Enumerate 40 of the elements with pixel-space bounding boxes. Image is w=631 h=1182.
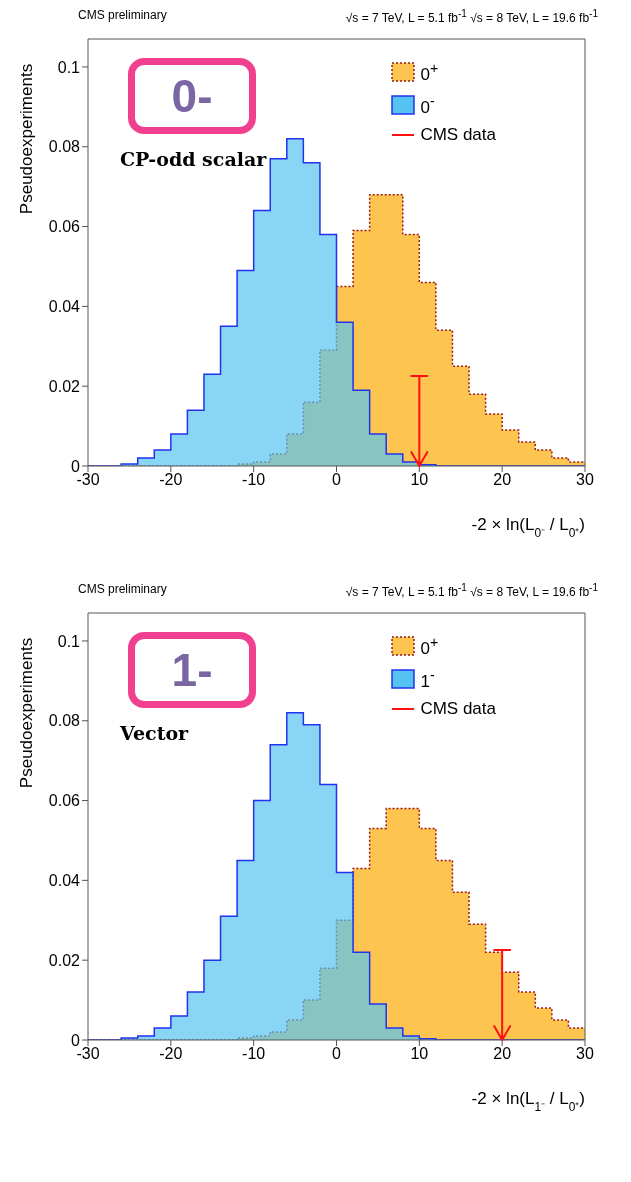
legend-label: 0$^{+}$	[420, 60, 439, 85]
x-axis-title: -2 × ln(L$_{0⁻}$ / L$_{0⁺}$)	[471, 515, 585, 540]
y-tick-label: 0.04	[48, 872, 81, 890]
x-tick-label: 0	[332, 1045, 342, 1063]
x-tick-label: 20	[493, 1045, 512, 1063]
annotation: 1-	[171, 643, 213, 697]
y-tick-label: 0.02	[48, 951, 81, 969]
x-tick-label: -20	[159, 471, 183, 489]
x-tick-label: 10	[410, 1045, 429, 1063]
y-axis-title: Pseudoexperiments	[17, 637, 36, 789]
chart-subtitle: √s = 7 TeV, L = 5.1 fb$^{-1}$ √s = 8 TeV, L = 19.6 fb$^{-1}$	[345, 8, 598, 26]
chart-title: CMS preliminary	[78, 582, 167, 598]
y-tick-label: 0.1	[57, 58, 81, 76]
chart-subtitle: √s = 7 TeV, L = 5.1 fb$^{-1}$ √s = 8 TeV, L = 19.6 fb$^{-1}$	[345, 582, 598, 600]
x-tick-label: 30	[576, 471, 594, 489]
y-tick-label: 0.1	[57, 632, 81, 650]
y-tick-label: 0.08	[48, 138, 81, 156]
y-tick-label: 0.06	[48, 218, 81, 236]
annotation: Vector	[120, 722, 189, 744]
x-tick-label: 10	[410, 471, 429, 489]
x-tick-label: -20	[159, 1045, 183, 1063]
x-tick-label: -10	[242, 1045, 266, 1063]
legend-label: 0$^{+}$	[420, 634, 439, 659]
x-tick-label: -10	[242, 471, 266, 489]
x-tick-label: 0	[332, 471, 342, 489]
legend-label: 0$^{-}$	[420, 92, 435, 118]
y-axis-title: Pseudoexperiments	[17, 63, 36, 215]
legend-label: CMS data	[420, 125, 496, 146]
annotation: 0-	[171, 69, 213, 123]
legend-label: CMS data	[420, 699, 496, 720]
x-axis-title: -2 × ln(L$_{1⁻}$ / L$_{0⁺}$)	[471, 1089, 585, 1114]
y-tick-label: 0.04	[48, 298, 81, 316]
y-tick-label: 0.08	[48, 712, 81, 730]
y-tick-label: 0.06	[48, 792, 81, 810]
legend-label: 1$^{-}$	[420, 666, 435, 692]
annotation: CP-odd scalar	[120, 148, 267, 170]
x-tick-label: 30	[576, 1045, 594, 1063]
x-tick-label: 20	[493, 471, 512, 489]
chart-title: CMS preliminary	[78, 8, 167, 24]
y-tick-label: 0.02	[48, 377, 81, 395]
